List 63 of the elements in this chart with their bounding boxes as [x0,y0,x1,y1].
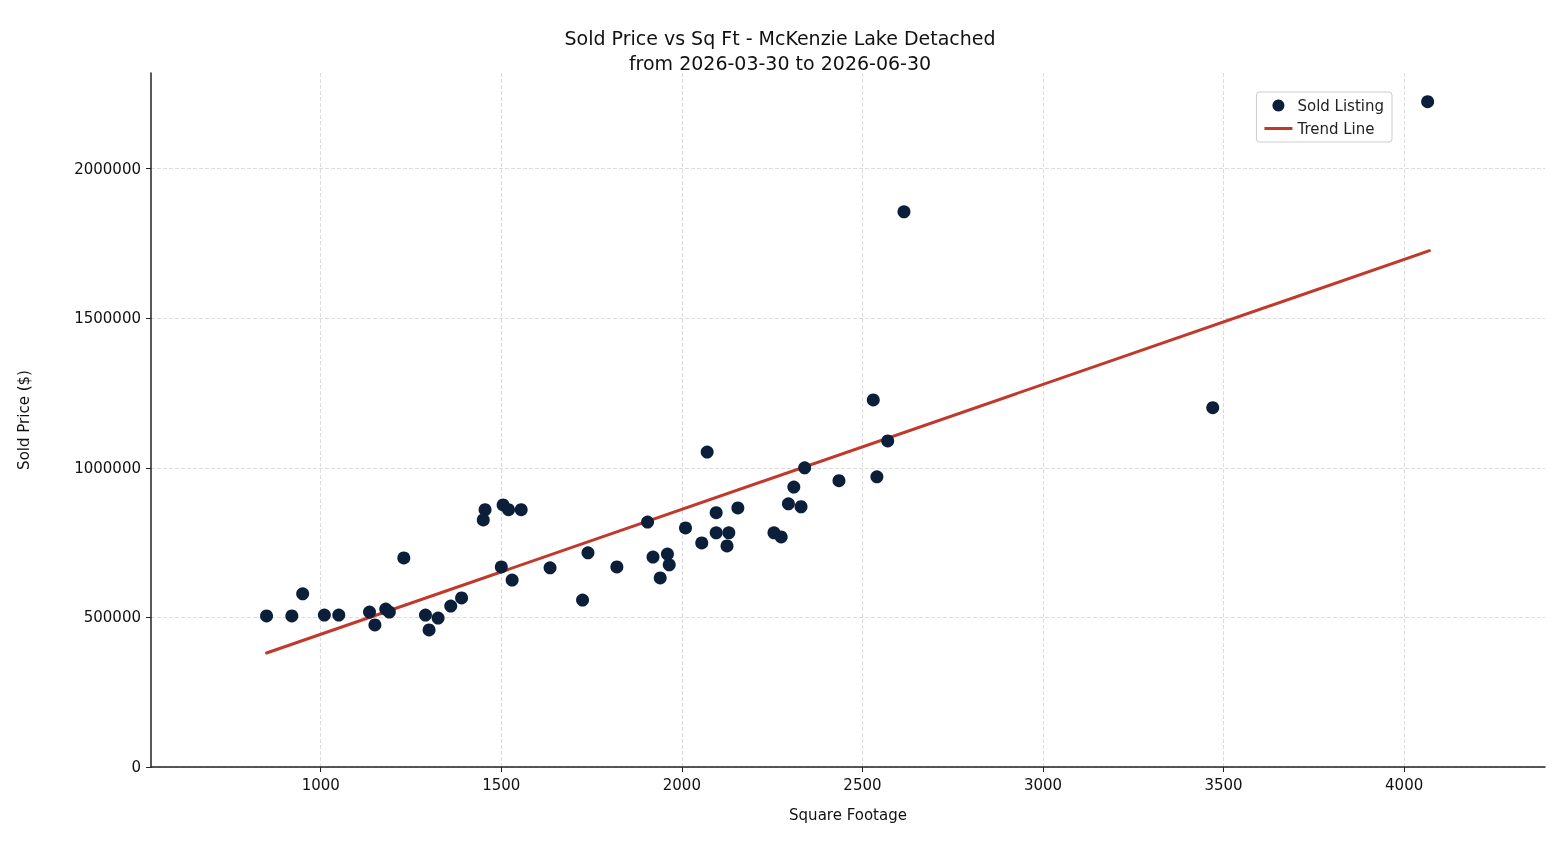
point [444,599,458,613]
point [476,513,490,527]
point [720,539,734,553]
point [260,609,274,623]
x-tick-label: 1500 [482,775,521,794]
point [870,470,884,484]
y-tick-label: 0 [131,758,141,776]
point [317,608,331,622]
point [722,526,736,540]
y-tick-label: 1000000 [74,458,141,477]
point [794,500,808,514]
point [418,608,432,622]
point [695,536,709,550]
point [798,461,812,475]
point [397,551,411,565]
point [514,503,528,517]
point [576,593,590,607]
point [709,526,723,540]
x-tick-label: 3000 [1023,775,1063,794]
point [494,560,508,574]
point [679,521,692,535]
legend-label: Sold Listing [1297,96,1385,115]
x-tick-label: 2500 [843,775,882,794]
chart-title: Sold Price vs Sq Ft - McKenzie Lake Detached from 2026-03-30 to 2026-06-30 [564,26,996,74]
point [363,605,376,619]
point [1421,95,1435,109]
point [641,515,655,529]
point [866,393,880,407]
point [455,591,469,605]
point [653,571,667,585]
y-tick-label: 1500000 [74,309,141,328]
point [700,445,714,459]
point [502,503,516,517]
point [610,560,624,574]
point [832,474,846,488]
point [505,573,519,587]
point [662,558,676,572]
point [787,480,801,494]
point [332,608,346,622]
y-tick-label: 500000 [83,608,141,627]
point [881,434,895,448]
point [543,561,557,575]
x-axis-title: Square Footage [789,805,907,824]
point [709,506,723,520]
point [368,618,382,632]
point [296,587,310,601]
point [431,611,445,625]
point [774,530,788,544]
y-axis-title: Sold Price ($) [14,370,33,470]
point [1206,401,1220,415]
point [646,550,660,564]
point [897,205,911,219]
point [781,497,795,511]
x-tick-label: 3500 [1204,775,1243,794]
y-tick-label: 2000000 [74,159,141,178]
legend-label: Trend Line [1296,119,1375,138]
point [581,546,595,560]
point [285,609,299,623]
point [422,623,436,637]
point [731,501,745,515]
x-tick-label: 4000 [1385,775,1424,794]
x-tick-label: 1000 [301,775,340,794]
x-tick-label: 2000 [662,775,701,794]
